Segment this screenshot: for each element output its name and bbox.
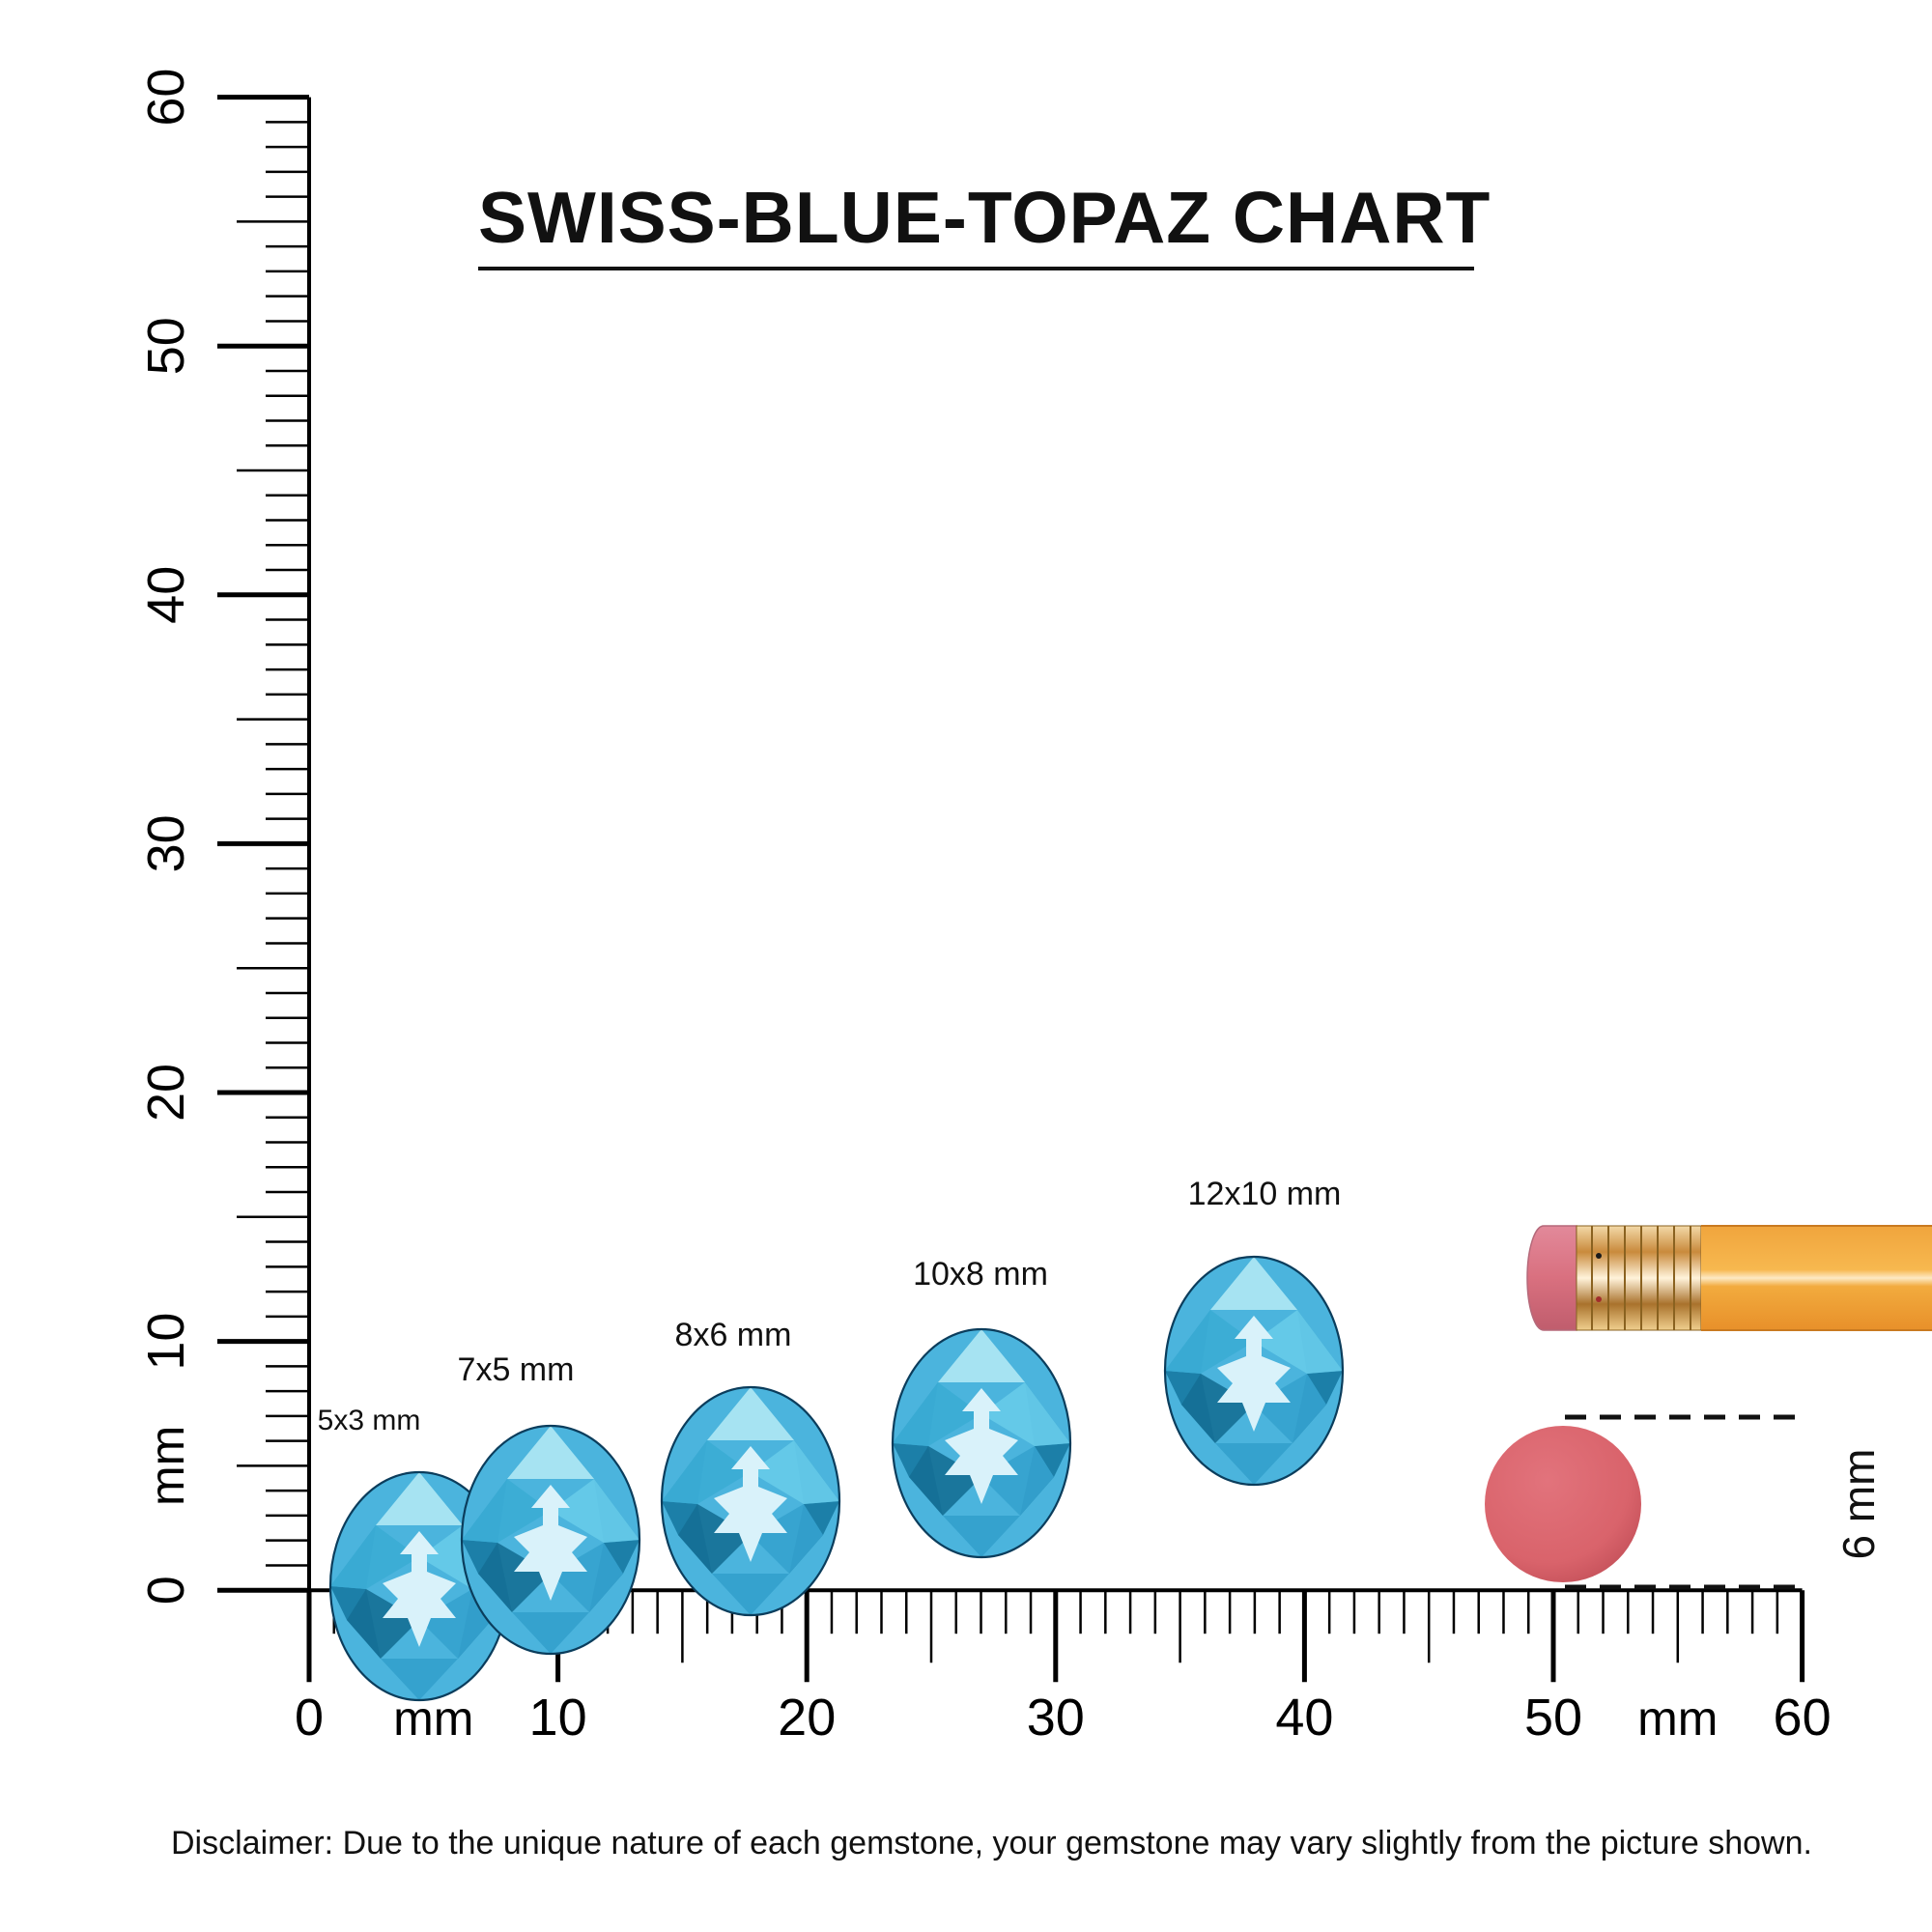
svg-text:6 mm: 6 mm xyxy=(1833,1449,1884,1560)
